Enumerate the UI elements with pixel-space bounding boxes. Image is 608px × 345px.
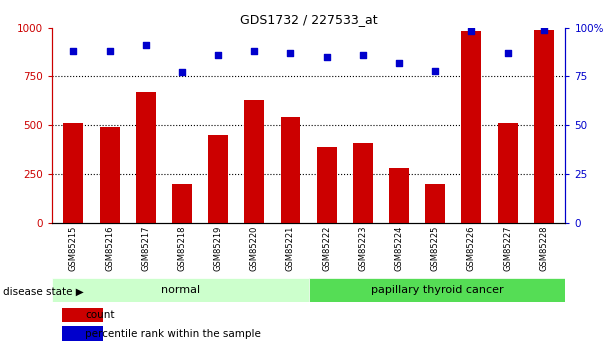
Text: count: count [85, 310, 114, 320]
Point [213, 52, 223, 58]
Point [249, 48, 259, 54]
Bar [172, 184, 192, 223]
Point [322, 54, 331, 60]
Text: GSM85223: GSM85223 [358, 225, 367, 271]
Bar [308, 278, 565, 302]
Bar [389, 168, 409, 223]
Point [69, 48, 78, 54]
Text: GSM85225: GSM85225 [430, 225, 440, 271]
Point [141, 42, 151, 48]
Bar [461, 31, 482, 223]
Bar [280, 117, 300, 223]
Bar [425, 184, 445, 223]
Point [358, 52, 368, 58]
Text: GSM85221: GSM85221 [286, 225, 295, 271]
Text: GSM85218: GSM85218 [178, 225, 187, 271]
Bar [534, 30, 554, 223]
Bar [52, 278, 308, 302]
Point [394, 60, 404, 66]
Point [105, 48, 114, 54]
Text: GSM85228: GSM85228 [539, 225, 548, 271]
Text: GSM85216: GSM85216 [105, 225, 114, 271]
Text: GSM85226: GSM85226 [467, 225, 476, 271]
Text: GSM85222: GSM85222 [322, 225, 331, 271]
Point [430, 69, 440, 74]
Text: papillary thyroid cancer: papillary thyroid cancer [371, 285, 503, 295]
Bar [100, 127, 120, 223]
Text: GSM85227: GSM85227 [503, 225, 512, 271]
Text: GSM85217: GSM85217 [141, 225, 150, 271]
Bar [317, 147, 337, 223]
Title: GDS1732 / 227533_at: GDS1732 / 227533_at [240, 13, 378, 27]
Bar [244, 100, 264, 223]
Bar [62, 308, 103, 322]
Bar [63, 123, 83, 223]
Point [177, 70, 187, 75]
Bar [353, 142, 373, 223]
Point [503, 50, 513, 56]
Text: GSM85220: GSM85220 [250, 225, 259, 271]
Text: GSM85224: GSM85224 [395, 225, 404, 271]
Text: percentile rank within the sample: percentile rank within the sample [85, 329, 261, 339]
Bar [208, 135, 228, 223]
Bar [62, 326, 103, 341]
Point [286, 50, 295, 56]
Bar [136, 92, 156, 223]
Point [539, 27, 548, 32]
Point [466, 29, 476, 34]
Text: disease state ▶: disease state ▶ [3, 287, 84, 296]
Text: GSM85215: GSM85215 [69, 225, 78, 271]
Bar [497, 123, 517, 223]
Text: normal: normal [161, 285, 199, 295]
Text: GSM85219: GSM85219 [213, 225, 223, 271]
